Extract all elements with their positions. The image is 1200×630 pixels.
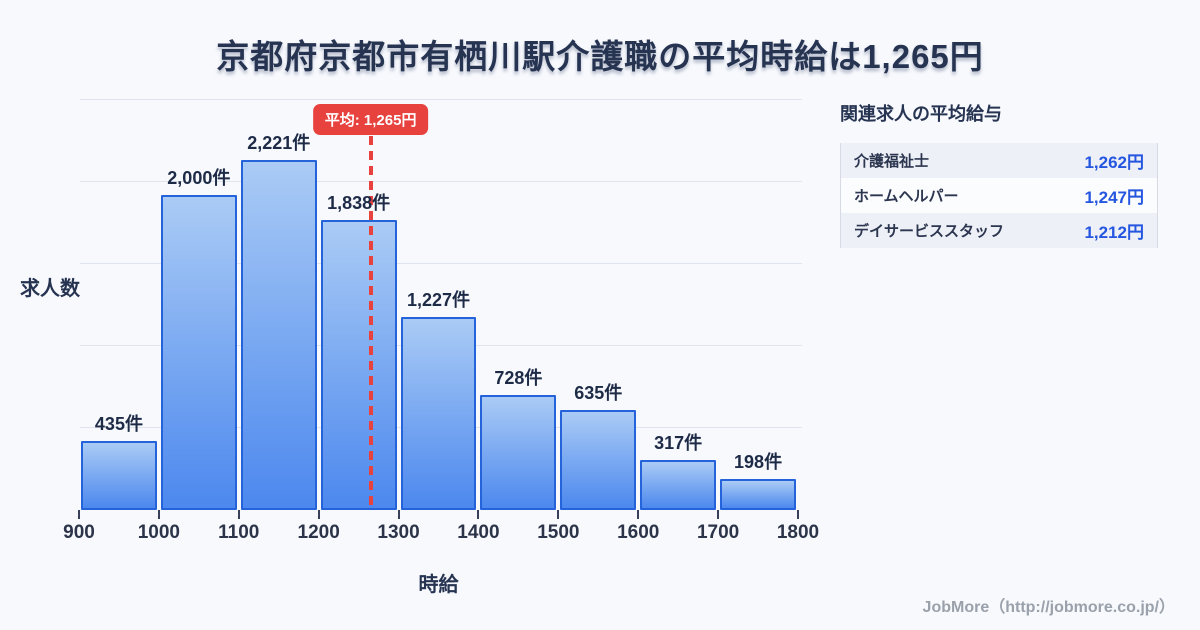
table-row: ホームヘルパー 1,247円 <box>841 178 1157 213</box>
job-wage-value: 1,262円 <box>1084 153 1144 172</box>
related-jobs-title: 関連求人の平均給与 <box>840 104 1002 124</box>
histogram-bar <box>81 441 157 510</box>
x-axis-tick-label: 1700 <box>696 522 740 543</box>
chart-title: 京都府京都市有栖川駅介護職の平均時給は1,265円 <box>216 38 984 75</box>
x-axis-tick <box>237 510 240 519</box>
x-axis-tick-label: 1000 <box>137 522 181 543</box>
x-axis-tick-label: 1200 <box>297 522 340 543</box>
histogram-bar <box>160 194 237 510</box>
bar-value-label: 1,838件 <box>327 193 391 214</box>
average-badge-label: 平均: 1,265円 <box>324 112 417 129</box>
x-axis-tick <box>157 510 160 519</box>
average-line <box>368 136 373 510</box>
histogram-bar <box>560 409 637 510</box>
x-axis-tick <box>397 510 400 519</box>
histogram-bar <box>240 160 317 510</box>
x-axis-tick <box>637 510 640 519</box>
bar-value-label: 2,000件 <box>167 167 231 188</box>
histogram-bar <box>640 460 717 510</box>
x-axis-label: 時給 <box>418 574 459 596</box>
x-axis-tick-label: 1300 <box>377 522 420 543</box>
table-row: デイサービススタッフ 1,212円 <box>841 213 1157 248</box>
plot-area: 435件 2,000件 2,221件 1,838件 1,227件 728件 635件 317件… <box>63 95 819 543</box>
gridline <box>80 181 802 182</box>
bar-value-label: 728件 <box>494 368 543 389</box>
x-axis-tick-label: 1100 <box>218 522 260 543</box>
x-axis-tick-label: 1600 <box>617 522 660 543</box>
gridline <box>80 263 802 264</box>
x-axis-tick <box>557 510 560 519</box>
bar-value-label: 635件 <box>574 382 623 403</box>
x-axis-tick <box>317 510 320 519</box>
related-jobs-table: 介護福祉士 1,262円 ホームヘルパー 1,247円 デイサービススタッフ 1… <box>840 143 1158 248</box>
bar-value-label: 435件 <box>94 414 143 435</box>
histogram-bar <box>480 395 557 510</box>
related-jobs-panel: 関連求人の平均給与 介護福祉士 1,262円 ホームヘルパー 1,247円 デイ… <box>840 100 1158 248</box>
average-badge: 平均: 1,265円 <box>312 104 429 135</box>
bar-value-label: 1,227件 <box>406 289 471 310</box>
x-axis-tick <box>717 510 720 519</box>
bar-value-label: 198件 <box>734 451 783 472</box>
x-axis-tick-label: 900 <box>63 522 95 543</box>
job-wage-value: 1,212円 <box>1084 223 1144 242</box>
bar-value-label: 2,221件 <box>247 133 311 153</box>
x-axis-tick <box>797 510 799 519</box>
histogram-bar <box>320 220 397 510</box>
bar-value-label: 317件 <box>654 433 703 454</box>
table-row: 介護福祉士 1,262円 <box>841 143 1157 178</box>
x-axis-tick <box>78 510 80 519</box>
job-name: ホームヘルパー <box>854 188 959 205</box>
job-wage-value: 1,247円 <box>1084 188 1144 207</box>
x-axis-tick-label: 1500 <box>537 522 580 543</box>
gridline <box>80 99 802 100</box>
job-name: 介護福祉士 <box>854 153 930 170</box>
x-axis-tick-label: 1800 <box>776 522 820 543</box>
histogram-bar <box>720 478 796 510</box>
footer-credit: JobMore（http://jobmore.co.jp/） <box>922 599 1175 616</box>
y-axis-label: 求人数 <box>20 278 80 300</box>
histogram-bar <box>400 316 477 510</box>
x-axis-tick-label: 1400 <box>457 522 500 543</box>
job-name: デイサービススタッフ <box>854 223 1005 240</box>
x-axis-tick <box>477 510 480 519</box>
